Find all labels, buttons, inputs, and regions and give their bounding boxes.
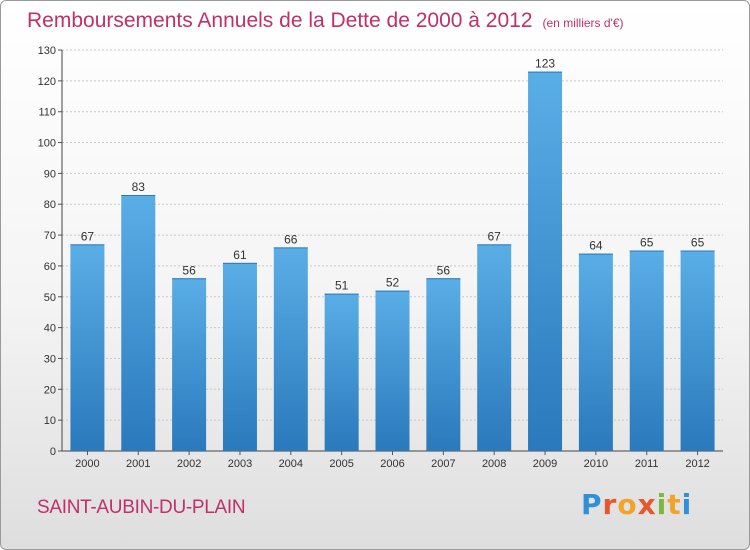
data-label: 65 xyxy=(691,236,705,250)
logo-letter: o xyxy=(617,488,638,521)
chart-title: Remboursements Annuels de la Dette de 20… xyxy=(27,9,624,32)
x-tick-label: 2009 xyxy=(533,458,557,470)
x-tick-label: 2001 xyxy=(126,458,150,470)
bar xyxy=(375,290,410,451)
data-label: 51 xyxy=(335,279,349,293)
x-tick-label: 2005 xyxy=(329,458,353,470)
y-tick-label: 100 xyxy=(38,138,56,150)
logo-letter: t xyxy=(667,488,682,521)
chart-subtitle: (en milliers d'€) xyxy=(542,16,624,30)
data-label: 56 xyxy=(437,263,451,277)
data-label: 66 xyxy=(284,232,298,246)
logo-letter: x xyxy=(637,488,657,521)
logo-letter: P xyxy=(581,488,603,521)
y-tick-label: 30 xyxy=(44,353,56,365)
data-label: 65 xyxy=(640,236,654,250)
y-tick-label: 70 xyxy=(44,230,56,242)
y-tick-label: 110 xyxy=(38,107,56,119)
bar xyxy=(273,247,308,451)
y-tick-label: 20 xyxy=(44,384,56,396)
data-label: 67 xyxy=(488,229,502,243)
x-tick-label: 2010 xyxy=(584,458,608,470)
bar xyxy=(222,262,257,451)
data-label: 123 xyxy=(535,57,555,71)
y-tick-label: 60 xyxy=(44,261,56,273)
bar xyxy=(121,194,156,451)
data-label: 83 xyxy=(132,180,146,194)
bar xyxy=(172,278,207,451)
data-label: 56 xyxy=(182,263,196,277)
y-tick-label: 120 xyxy=(38,76,56,88)
bar xyxy=(426,278,461,451)
data-label: 61 xyxy=(233,248,247,262)
x-tick-label: 2011 xyxy=(635,458,659,470)
data-label: 67 xyxy=(81,229,95,243)
bar xyxy=(680,250,715,451)
y-tick-label: 130 xyxy=(38,45,56,57)
y-tick-label: 40 xyxy=(44,323,56,335)
bar xyxy=(324,293,359,451)
data-label: 64 xyxy=(589,239,603,253)
bar xyxy=(477,244,512,451)
x-tick-label: 2008 xyxy=(482,458,506,470)
x-tick-label: 2006 xyxy=(380,458,404,470)
x-tick-label: 2004 xyxy=(279,458,303,470)
bar xyxy=(70,244,105,451)
x-tick-label: 2002 xyxy=(177,458,201,470)
y-tick-label: 0 xyxy=(50,446,56,458)
town-name: SAINT-AUBIN-DU-PLAIN xyxy=(37,497,246,518)
logo-letter: i xyxy=(656,488,668,521)
y-tick-label: 50 xyxy=(44,292,56,304)
logo-letter: i xyxy=(681,488,693,521)
bar xyxy=(578,253,613,451)
y-tick-label: 10 xyxy=(44,415,56,427)
x-tick-label: 2012 xyxy=(685,458,709,470)
x-tick-label: 2003 xyxy=(228,458,252,470)
data-label: 52 xyxy=(386,276,400,290)
proxiti-logo: Proxiti xyxy=(581,488,692,521)
y-tick-label: 90 xyxy=(44,168,56,180)
logo-letter: r xyxy=(602,488,618,521)
x-tick-label: 2007 xyxy=(431,458,455,470)
bar xyxy=(629,250,664,451)
y-tick-label: 80 xyxy=(44,199,56,211)
bar xyxy=(528,71,563,451)
x-tick-label: 2000 xyxy=(75,458,99,470)
